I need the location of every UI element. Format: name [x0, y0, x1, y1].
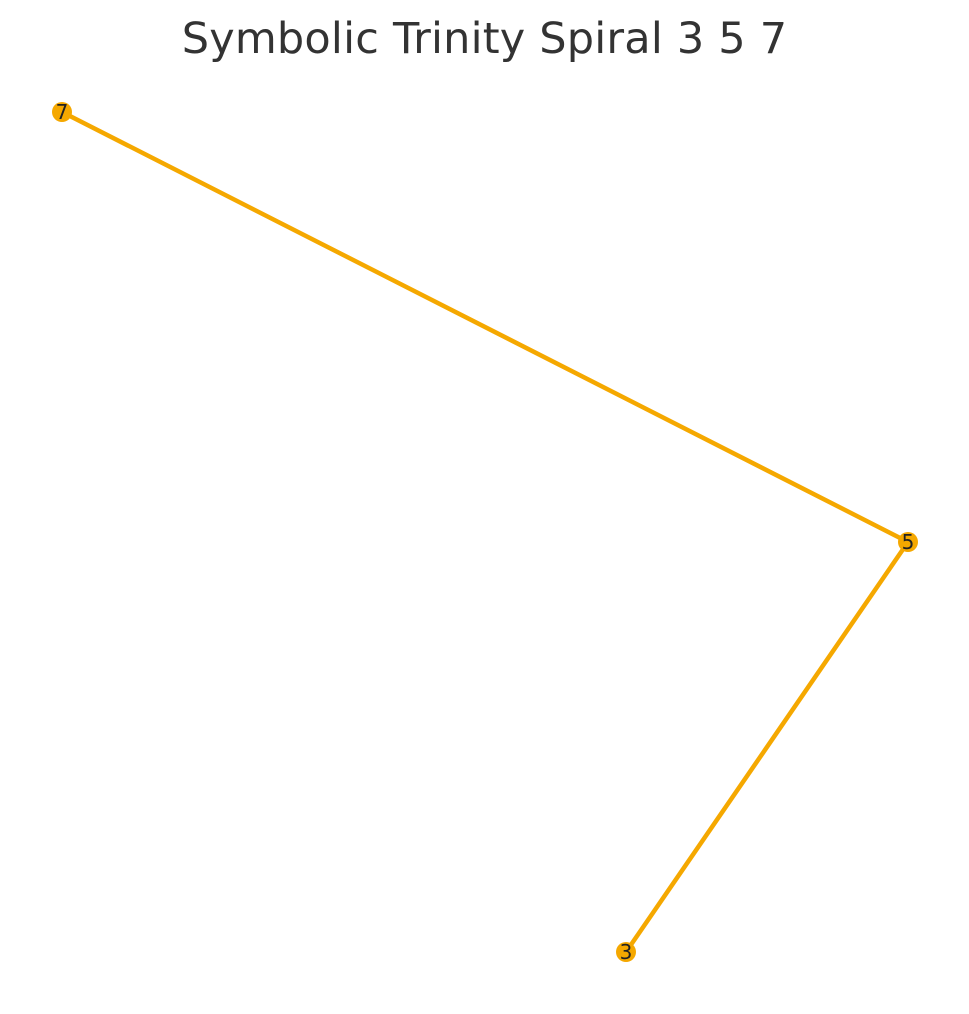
edges-layer [59, 109, 911, 955]
node-7: 7 [52, 100, 72, 124]
node-marker [616, 942, 636, 962]
edge-n3-n5 [623, 539, 911, 955]
nodes-layer: 3 5 7 [52, 100, 918, 964]
node-3: 3 [616, 940, 636, 964]
node-marker [898, 532, 918, 552]
node-label: 3 [620, 940, 633, 964]
node-label: 7 [56, 100, 69, 124]
node-5: 5 [898, 530, 918, 554]
edge-n5-n7 [59, 109, 911, 545]
node-marker [52, 102, 72, 122]
node-label: 5 [902, 530, 915, 554]
diagram-title: Symbolic Trinity Spiral 3 5 7 [181, 14, 788, 64]
